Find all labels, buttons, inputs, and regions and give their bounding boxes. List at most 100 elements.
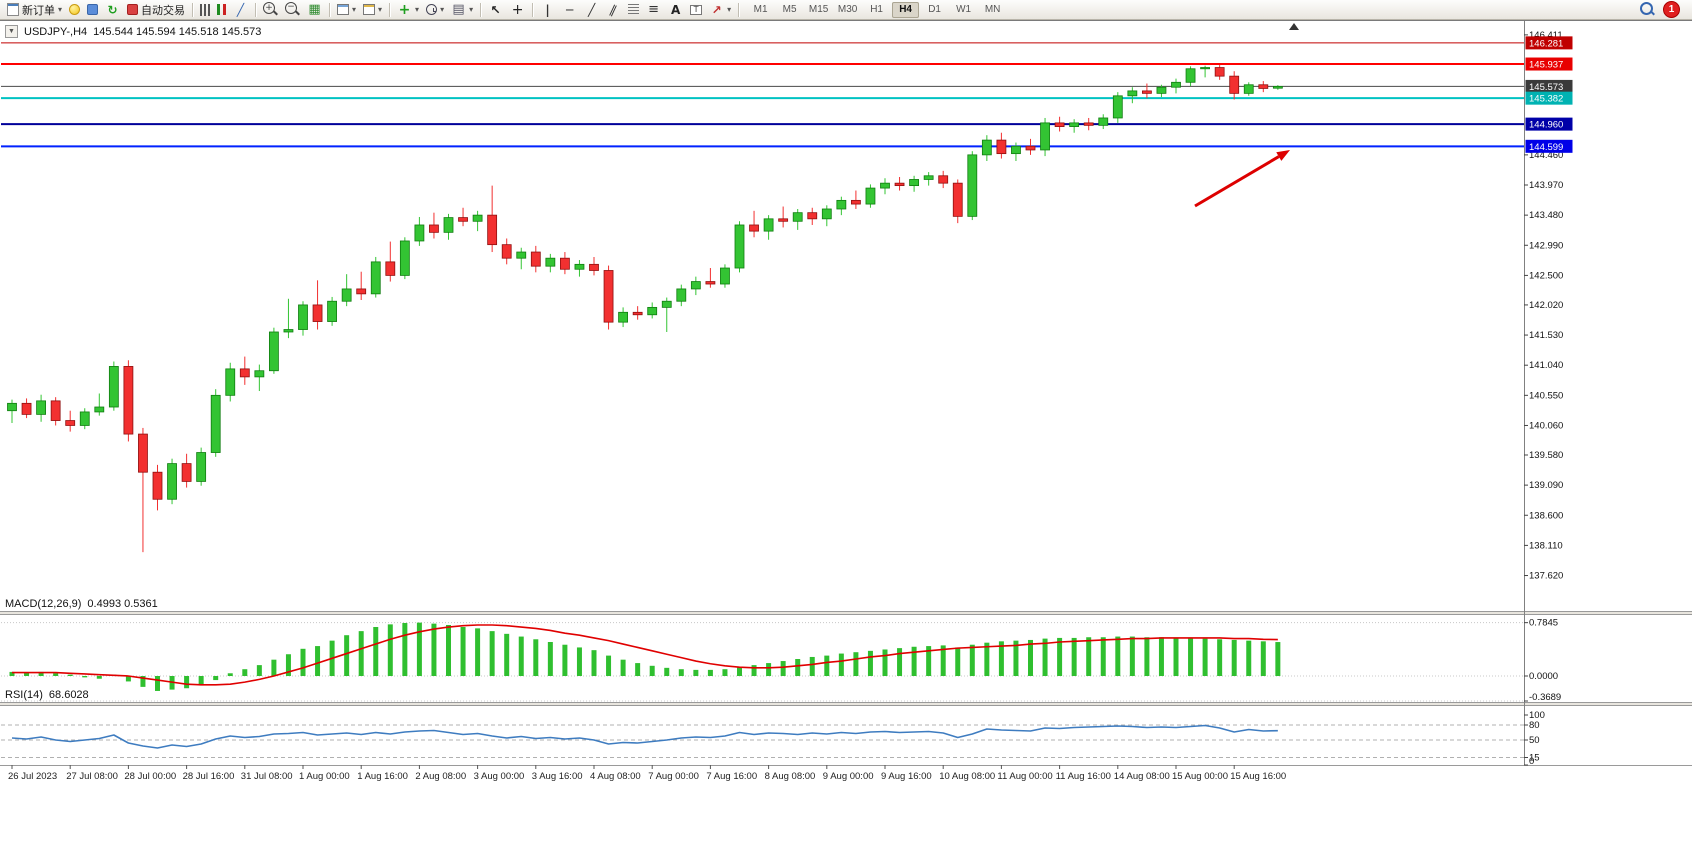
tab-timeframe-w1[interactable]: W1: [956, 4, 972, 15]
chart-canvas[interactable]: 146.411 144.460 143.970 143.480 142.990 142.5…: [0, 21, 1692, 848]
toolbar-separator: [192, 2, 194, 17]
svg-text:145.573: 145.573: [1529, 82, 1563, 93]
notification-badge[interactable]: 1: [1663, 1, 1680, 18]
macd-indicator-label[interactable]: MACD(12,26,9) 0.4993 0.5361: [5, 598, 158, 610]
svg-text:-0.3689: -0.3689: [1529, 692, 1561, 703]
new-order-button[interactable]: 新订单 ▾: [4, 1, 65, 19]
new-order-button-label: 新订单: [22, 4, 55, 17]
svg-text:26 Jul 2023: 26 Jul 2023: [8, 771, 57, 782]
svg-text:144.960: 144.960: [1529, 120, 1563, 131]
svg-text:7 Aug 16:00: 7 Aug 16:00: [706, 771, 757, 782]
tab-timeframe-h1[interactable]: H1: [870, 4, 883, 15]
chart-ohlc-quote: 145.544 145.594 145.518 145.573: [93, 25, 262, 38]
toolbar-separator: [329, 2, 331, 17]
chart-window: 146.411 144.460 143.970 143.480 142.990 142.5…: [0, 20, 1692, 848]
horizontal-lines[interactable]: [1, 42, 1524, 148]
periods-button[interactable]: ▾: [423, 1, 447, 19]
new-chart-button[interactable]: ▾: [334, 1, 359, 19]
line-chart-mode-button[interactable]: ╱: [230, 1, 251, 19]
channel-button[interactable]: ∥: [603, 1, 624, 19]
zoom-out-button[interactable]: [282, 1, 303, 19]
auto-trading-button[interactable]: 自动交易: [124, 1, 188, 19]
templates-button[interactable]: ▤ ▾: [448, 1, 476, 19]
profile-button[interactable]: [84, 1, 101, 19]
svg-text:146.411: 146.411: [1529, 30, 1563, 41]
indicators-button[interactable]: + ▾: [394, 1, 422, 19]
svg-text:0: 0: [1529, 756, 1534, 767]
arrows-icon: ↗: [711, 2, 722, 17]
chart-symbol-period: USDJPY-,H4: [24, 25, 88, 38]
tab-timeframe-m1[interactable]: M1: [753, 4, 768, 15]
cursor-icon: ↖: [490, 2, 501, 17]
svg-text:2 Aug 08:00: 2 Aug 08:00: [415, 771, 466, 782]
tab-timeframe-mn[interactable]: MN: [984, 4, 1001, 15]
tile-windows-button[interactable]: ▦: [304, 1, 325, 19]
arrows-button[interactable]: ↗ ▾: [706, 1, 734, 19]
trendline-button[interactable]: ╱: [581, 1, 602, 19]
svg-text:100: 100: [1529, 710, 1545, 721]
indicators-icon: +: [398, 1, 411, 18]
svg-text:15 Aug 00:00: 15 Aug 00:00: [1172, 771, 1228, 782]
rsi-indicator-label[interactable]: RSI(14) 68.6028: [5, 689, 89, 701]
svg-text:139.090: 139.090: [1529, 480, 1563, 491]
cursor-button[interactable]: ↖: [485, 1, 506, 19]
text-button[interactable]: A: [665, 1, 686, 19]
bulb-button[interactable]: [66, 1, 83, 19]
search-icon[interactable]: [1640, 2, 1655, 17]
auto-trading-button-label: 自动交易: [141, 4, 186, 17]
svg-text:139.580: 139.580: [1529, 450, 1563, 461]
tab-timeframe-m5[interactable]: M5: [782, 4, 797, 15]
fibonacci-button[interactable]: [625, 1, 642, 19]
svg-text:1 Aug 00:00: 1 Aug 00:00: [299, 771, 350, 782]
svg-text:137.620: 137.620: [1529, 571, 1563, 582]
bar-chart-icon: [200, 3, 211, 16]
pane-separators[interactable]: [0, 21, 1692, 766]
text-label-button[interactable]: [687, 1, 705, 19]
rsi-line: [11, 724, 1278, 749]
price-axis[interactable]: 146.411 144.460 143.970 143.480 142.990 142.5…: [1524, 30, 1573, 582]
tab-timeframe-m15[interactable]: M15: [808, 4, 829, 15]
svg-text:9 Aug 00:00: 9 Aug 00:00: [823, 771, 874, 782]
tab-timeframe-h4[interactable]: H4: [892, 1, 920, 18]
svg-text:11 Aug 16:00: 11 Aug 16:00: [1056, 771, 1111, 782]
shapes-button[interactable]: ≡: [643, 1, 664, 19]
toolbar-separator: [738, 2, 740, 17]
svg-text:15 Aug 16:00: 15 Aug 16:00: [1230, 771, 1286, 782]
time-axis[interactable]: 26 Jul 2023 27 Jul 08:00 28 Jul 00:00 28 Ju…: [8, 765, 1286, 782]
tab-timeframe-d1[interactable]: D1: [928, 4, 941, 15]
zoom-in-button[interactable]: [260, 1, 281, 19]
svg-text:15: 15: [1529, 753, 1540, 764]
shapes-icon: ≡: [648, 2, 660, 17]
macd-pane: 0.7845 0.0000 -0.3689: [1, 618, 1561, 703]
clock-icon: [426, 4, 438, 15]
svg-text:142.500: 142.500: [1529, 270, 1563, 281]
toolbar-separator: [532, 2, 534, 17]
svg-text:140.060: 140.060: [1529, 420, 1563, 431]
bar-chart-mode-button[interactable]: [197, 1, 213, 19]
bulb-icon: [69, 4, 81, 15]
horizontal-line-button[interactable]: ─: [559, 1, 580, 19]
text-label-icon: [690, 4, 703, 15]
candlestick-mode-button[interactable]: [214, 1, 229, 19]
toolbar-buttons: 新订单▾↻自动交易╱▦▾▾+▾▾▤▾↖+|─╱∥≡A↗▾: [4, 1, 742, 19]
refresh-button[interactable]: ↻: [102, 1, 123, 19]
svg-text:1 Aug 16:00: 1 Aug 16:00: [357, 771, 408, 782]
dropdown-caret-icon: ▾: [378, 5, 383, 14]
svg-text:10 Aug 08:00: 10 Aug 08:00: [939, 771, 995, 782]
crosshair-button[interactable]: +: [507, 1, 528, 19]
tile-windows-icon: ▦: [308, 2, 321, 17]
vertical-line-button[interactable]: |: [537, 1, 558, 19]
svg-text:0.7845: 0.7845: [1529, 618, 1558, 629]
svg-text:4 Aug 08:00: 4 Aug 08:00: [590, 771, 641, 782]
svg-text:11 Aug 00:00: 11 Aug 00:00: [997, 771, 1052, 782]
profiles-button[interactable]: ▾: [360, 1, 385, 19]
collapse-chart-icon[interactable]: ▼: [5, 25, 18, 38]
dropdown-caret-icon: ▾: [440, 5, 445, 14]
tab-timeframe-m30[interactable]: M30: [837, 4, 858, 15]
svg-text:146.281: 146.281: [1529, 38, 1563, 49]
trend-arrow-annotation[interactable]: [1194, 150, 1290, 208]
macd-values: 0.4993 0.5361: [87, 598, 158, 610]
timeframe-toolbar: M1 M5 M15 M30 H1 H4 D1 W1 MN: [747, 1, 1006, 18]
dropdown-caret-icon: ▾: [469, 5, 474, 14]
